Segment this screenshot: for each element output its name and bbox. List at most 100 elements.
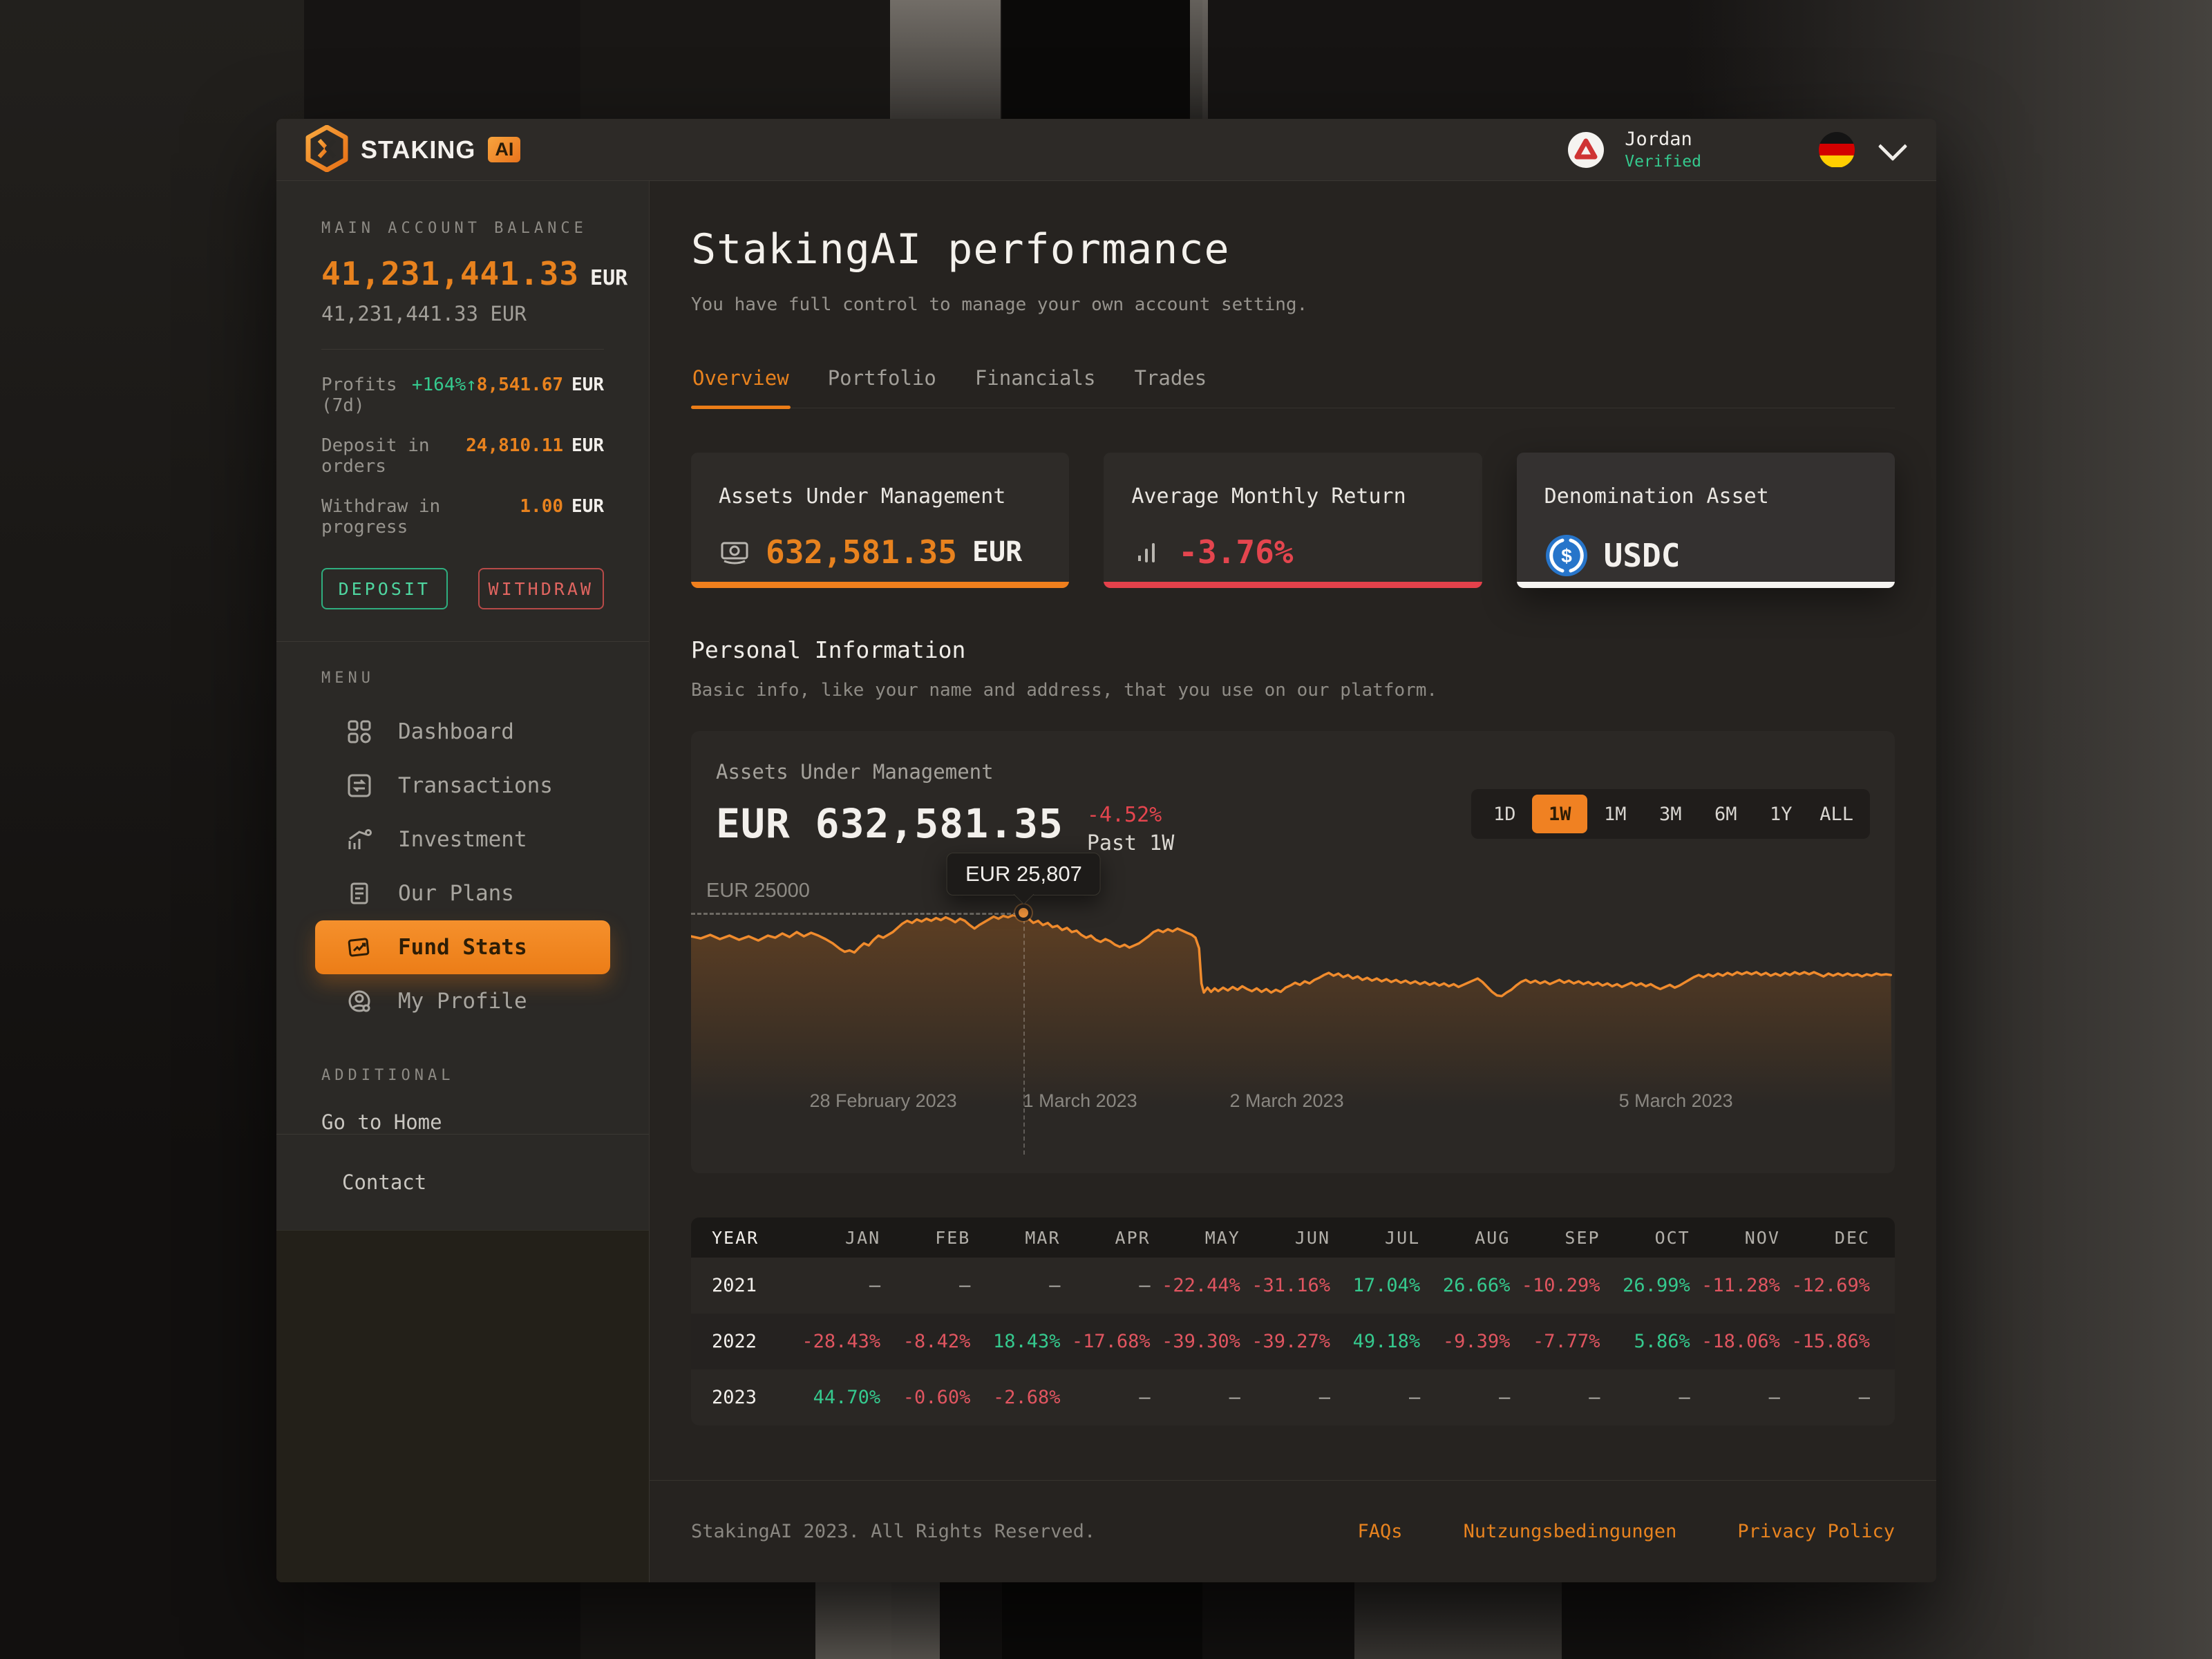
tab-overview[interactable]: Overview xyxy=(691,366,791,409)
sidebar-item-fund-stats[interactable]: Fund Stats xyxy=(315,920,610,974)
chart-title: Assets Under Management xyxy=(716,760,994,784)
chart-tooltip: EUR 25,807 xyxy=(946,853,1101,895)
table-cell: -10.29% xyxy=(1521,1275,1600,1296)
aum-chart-panel: Assets Under Management EUR 632,581.35 -… xyxy=(691,731,1895,1173)
main-content: StakingAI performance You have full cont… xyxy=(650,181,1936,1582)
table-cell: 26.66% xyxy=(1442,1275,1511,1296)
table-cell: -2.68% xyxy=(992,1387,1061,1408)
table-cell: – xyxy=(1139,1387,1151,1408)
sidebar-item-our-plans[interactable]: Our Plans xyxy=(315,866,610,920)
table-cell: – xyxy=(1139,1275,1151,1296)
sidebar-item-my-profile[interactable]: My Profile xyxy=(315,974,610,1028)
tab-financials[interactable]: Financials xyxy=(974,366,1096,390)
table-header-cell: YEAR xyxy=(712,1227,759,1248)
page-title: StakingAI performance xyxy=(691,225,1230,274)
stat-withdraw-progress: Withdraw in progress 1.00 EUR xyxy=(321,496,604,538)
verified-badge: Verified xyxy=(1625,153,1701,171)
range-button-1d[interactable]: 1D xyxy=(1493,803,1516,825)
user-info[interactable]: Jordan Verified xyxy=(1625,129,1701,171)
summary-cards: Assets Under Management 632,581.35 EUR xyxy=(691,453,1895,588)
table-header-cell: NOV xyxy=(1744,1227,1780,1248)
profile-icon xyxy=(348,990,370,1012)
card-value: 632,581.35 xyxy=(766,533,957,571)
brand-logo[interactable]: STAKING AI xyxy=(305,124,521,175)
table-cell: – xyxy=(869,1275,881,1296)
chart-change: -4.52% xyxy=(1086,803,1162,827)
stat-deposit-orders: Deposit in orders 24,810.11 EUR xyxy=(321,435,604,477)
tab-portfolio[interactable]: Portfolio xyxy=(827,366,936,390)
chevron-down-icon[interactable] xyxy=(1878,131,1908,161)
table-cell: – xyxy=(1768,1387,1780,1408)
stat-profits: Profits (7d) +164%↑ 8,541.67 EUR xyxy=(321,375,604,416)
range-button-6m[interactable]: 6M xyxy=(1714,803,1737,825)
table-cell: – xyxy=(1589,1387,1600,1408)
table-cell: -11.28% xyxy=(1701,1275,1780,1296)
table-cell: – xyxy=(1858,1387,1871,1408)
fund-stats-icon xyxy=(348,938,370,957)
footer-link-nutzungsbedingungen[interactable]: Nutzungsbedingungen xyxy=(1463,1521,1677,1542)
range-button-1y[interactable]: 1Y xyxy=(1769,803,1793,825)
stat-delta: +164%↑ xyxy=(411,375,477,395)
stat-currency: EUR xyxy=(571,496,604,517)
x-axis-label: 2 March 2023 xyxy=(1229,1090,1344,1111)
line-chart[interactable]: EUR 25000 EUR 25,807 28 February 2023 1 M… xyxy=(691,853,1892,1155)
user-name: Jordan xyxy=(1625,129,1692,150)
table-row-2021: 2021– – – – -22.44% -31.16% 17.04% 26.66% -10.29… xyxy=(691,1258,1895,1314)
table-cell-year: 2021 xyxy=(712,1275,757,1296)
x-axis-label: 1 March 2023 xyxy=(1023,1090,1137,1111)
table-cell: – xyxy=(1499,1387,1511,1408)
card-title: Average Monthly Return xyxy=(1131,484,1406,509)
stat-value: 24,810.11 xyxy=(466,435,564,456)
germany-flag-icon[interactable] xyxy=(1819,131,1855,168)
balance-label: MAIN ACCOUNT BALANCE xyxy=(321,220,587,237)
footer-link-faqs[interactable]: FAQs xyxy=(1357,1521,1403,1542)
range-button-1m[interactable]: 1M xyxy=(1603,803,1627,825)
table-cell: -39.30% xyxy=(1162,1331,1240,1352)
sidebar: MAIN ACCOUNT BALANCE 41,231,441.33 EUR 4… xyxy=(276,181,650,1582)
sidebar-item-label: Transactions xyxy=(398,773,553,798)
time-range-selector: 1D 1W 1M 3M 6M 1Y ALL xyxy=(1471,789,1870,839)
table-cell: -8.42% xyxy=(902,1331,971,1352)
dashboard-icon xyxy=(348,720,371,743)
data-point-marker xyxy=(1015,904,1032,922)
table-header-row: YEAR JAN FEB MAR APR MAY JUN JUL AUG SEP OCT NOV DEC xyxy=(691,1217,1895,1258)
card-assets-under-management: Assets Under Management 632,581.35 EUR xyxy=(691,453,1070,588)
divider xyxy=(276,641,649,642)
section-title: Personal Information xyxy=(691,636,966,663)
go-to-home-link[interactable]: Go to Home xyxy=(321,1110,442,1134)
footer-link-privacy-policy[interactable]: Privacy Policy xyxy=(1737,1521,1895,1542)
table-cell: 5.86% xyxy=(1634,1331,1690,1352)
table-cell: – xyxy=(1318,1387,1331,1408)
x-axis-label: 5 March 2023 xyxy=(1618,1090,1733,1111)
sidebar-item-investment[interactable]: Investment xyxy=(315,813,610,866)
sidebar-item-transactions[interactable]: Transactions xyxy=(315,759,610,813)
table-header-cell: JAN xyxy=(845,1227,881,1248)
staking-logo-icon xyxy=(305,124,348,175)
table-header-cell: OCT xyxy=(1654,1227,1690,1248)
menu-label: MENU xyxy=(321,670,375,687)
chart-current-value: EUR 632,581.35 xyxy=(716,800,1064,847)
range-button-3m[interactable]: 3M xyxy=(1658,803,1682,825)
table-row-2023: 2023 44.70% -0.60% -2.68% – – – – – – – – – xyxy=(691,1369,1895,1425)
contact-link[interactable]: Contact xyxy=(342,1170,427,1194)
bar-chart-icon xyxy=(1138,543,1155,562)
tab-trades[interactable]: Trades xyxy=(1134,366,1207,390)
investment-icon xyxy=(348,829,372,849)
withdraw-button[interactable]: WITHDRAW xyxy=(478,568,604,609)
sidebar-item-label: Investment xyxy=(398,827,527,852)
deposit-button[interactable]: DEPOSIT xyxy=(321,568,448,609)
table-cell: -7.77% xyxy=(1533,1331,1600,1352)
sidebar-item-label: Dashboard xyxy=(398,719,514,744)
table-header-cell: AUG xyxy=(1475,1227,1511,1248)
menu: Dashboard Transactions xyxy=(276,687,649,1028)
sidebar-item-label: My Profile xyxy=(398,989,527,1014)
card-title: Denomination Asset xyxy=(1544,484,1769,509)
avatar[interactable] xyxy=(1568,131,1605,168)
range-button-all[interactable]: ALL xyxy=(1819,803,1853,825)
stat-label: Profits (7d) xyxy=(321,375,397,416)
card-value-currency: EUR xyxy=(972,536,1023,568)
sidebar-item-dashboard[interactable]: Dashboard xyxy=(315,705,610,759)
range-button-1w[interactable]: 1W xyxy=(1532,795,1588,833)
table-cell: – xyxy=(1049,1275,1061,1296)
svg-text:$: $ xyxy=(1561,545,1572,567)
